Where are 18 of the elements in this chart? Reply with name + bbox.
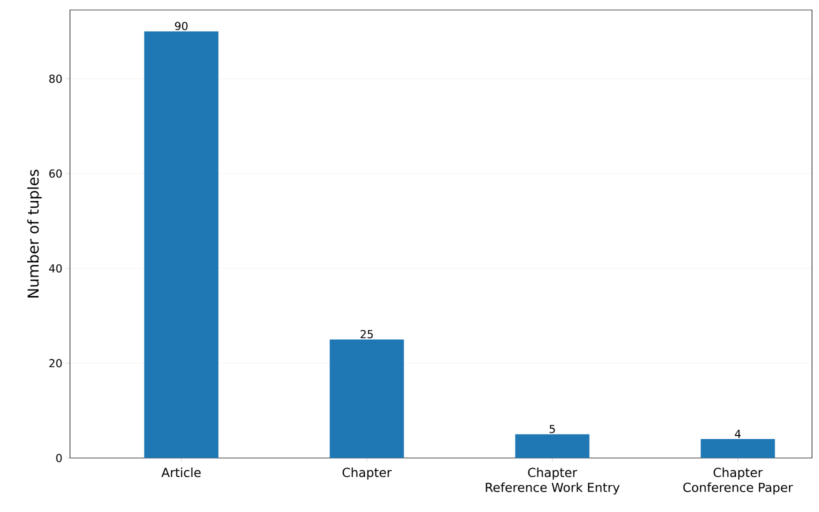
y-tick-label: 60 (49, 169, 62, 178)
bar (330, 339, 404, 458)
data-label: 25 (360, 330, 373, 338)
data-label: 5 (550, 424, 555, 434)
bar (144, 31, 218, 458)
data-label: 4 (734, 430, 741, 438)
y-tick-label: 40 (49, 264, 62, 273)
bar (515, 434, 590, 458)
x-tick-label: Article (161, 468, 201, 478)
bar (700, 439, 775, 458)
y-tick-label: 80 (49, 74, 62, 83)
x-tick-label: Chapter Conference Paper (683, 468, 794, 495)
y-tick-label: 20 (49, 359, 62, 368)
data-label: 90 (175, 22, 188, 30)
y-tick-label: 0 (56, 454, 62, 462)
x-tick-label: Chapter Reference Work Entry (486, 468, 620, 495)
x-tick-label: Chapter (342, 468, 392, 480)
y-axis-title: Number of tuples (27, 170, 42, 298)
